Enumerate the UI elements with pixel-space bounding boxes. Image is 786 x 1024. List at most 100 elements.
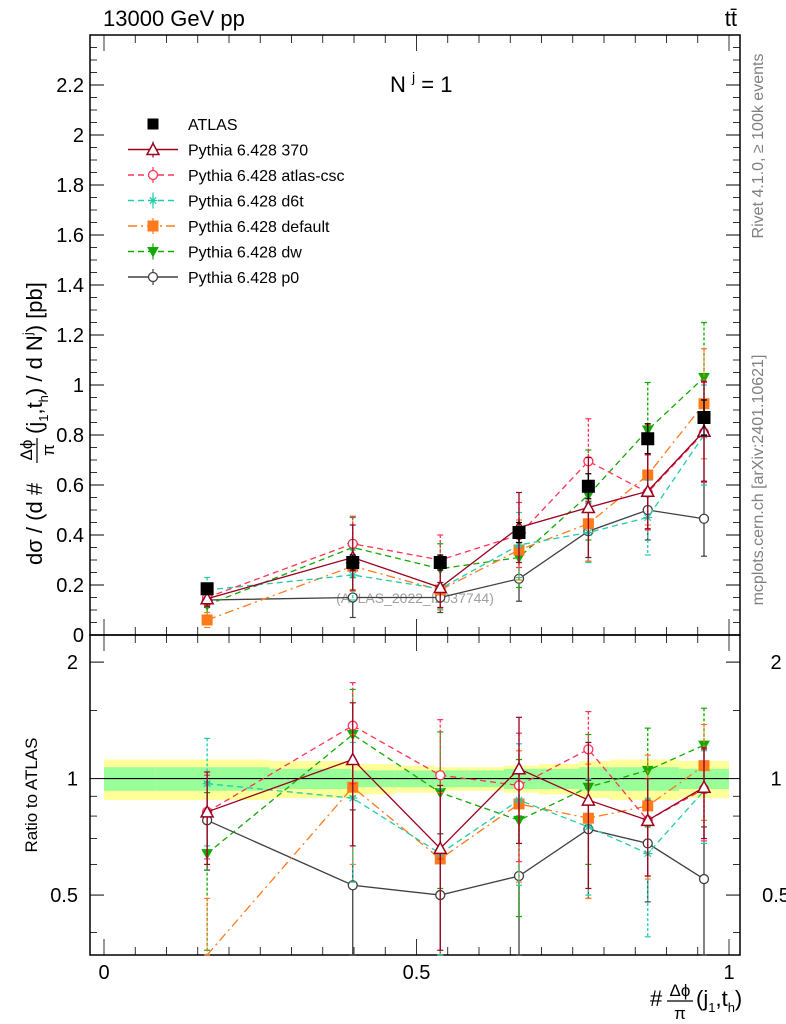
main-point-atlas — [433, 556, 447, 569]
ratio-y-tick-label: 2 — [67, 652, 78, 674]
main-series-p370 — [199, 380, 712, 609]
main-point-atlas — [581, 479, 595, 493]
main-point-p370 — [581, 499, 596, 514]
ratio-point-p0 — [347, 880, 358, 891]
ratio-line-p0 — [206, 819, 705, 896]
rivet-label: Rivet 4.1.0, ≥ 100k events — [750, 54, 767, 239]
main-point-atlas — [641, 432, 655, 446]
main-y-tick-label: 0.2 — [56, 575, 84, 597]
main-line-default — [206, 403, 705, 621]
energy-label: 13000 GeV pp — [103, 6, 245, 31]
main-axes: 0 0.2 0.4 0.6 0.8 1 1.2 1.4 1.6 1.8 2 2.2 — [56, 34, 740, 647]
legend-item-d6t: Pythia 6.428 d6t — [128, 192, 304, 211]
ratio-y-tick-label: 0.5 — [50, 885, 78, 907]
panel-title-main: N — [390, 72, 406, 97]
ratio-series-dw — [201, 688, 710, 951]
ratio-x-tick-label: 0 — [98, 962, 109, 984]
svg-text:π: π — [39, 444, 58, 456]
legend-label-d6t: Pythia 6.428 d6t — [188, 194, 304, 211]
xlabel-sub-h: h — [728, 1000, 735, 1015]
ratio-x-tick-label: 1 — [723, 962, 734, 984]
ylabel-prefix: dσ / (d # — [22, 482, 47, 565]
ratio-point-p370 — [640, 812, 656, 827]
main-point-dw — [698, 373, 710, 384]
ratio-series-p370 — [199, 702, 712, 951]
legend-label-atlascsc: Pythia 6.428 atlas-csc — [188, 168, 345, 185]
main-point-p0 — [698, 513, 710, 524]
ratio-plot-frame — [89, 634, 741, 956]
xlabel-close: ) — [735, 986, 742, 1011]
main-y-tick-label: 0 — [73, 625, 84, 647]
main-line-dw — [206, 377, 705, 606]
xlabel-args: (j — [696, 986, 708, 1011]
legend-label-default: Pythia 6.428 default — [188, 219, 330, 236]
ylabel-comma-t: ,t — [22, 402, 47, 414]
ratio-point-p0 — [698, 873, 710, 885]
process-label: tt̄ — [725, 6, 737, 31]
main-series — [199, 321, 712, 629]
main-y-tick-label: 0.8 — [56, 425, 84, 447]
x-axis-label: # Δϕ π (j1,th) — [650, 981, 742, 1023]
main-line-p370 — [206, 430, 705, 600]
ylabel-mid: ) / d N — [22, 335, 47, 395]
xlabel-hash: # — [650, 986, 663, 1011]
ratio-point-p370 — [696, 779, 712, 793]
main-point-p370 — [199, 591, 215, 605]
legend-marker-d6t — [148, 196, 158, 205]
legend-item-p0: Pythia 6.428 p0 — [128, 269, 299, 287]
ratio-point-p370 — [199, 804, 215, 818]
legend: ATLAS Pythia 6.428 370 Pythia 6.428 atlas-… — [128, 117, 345, 287]
ratio-point-atlascsc — [435, 770, 446, 781]
legend-label-p0: Pythia 6.428 p0 — [188, 270, 299, 287]
main-line-atlascsc — [206, 432, 705, 599]
main-y-tick-label: 2 — [73, 125, 84, 147]
xlabel-frac-den: π — [674, 1004, 686, 1023]
xlabel-comma-t: ,t — [715, 986, 727, 1011]
svg-text:(j1,th) / d Nj) [pb]: (j1,th) / d Nj) [pb] — [20, 282, 51, 434]
ylabel-args: (j — [22, 422, 47, 434]
ratio-series-p0 — [201, 779, 710, 956]
ratio-axes: 0 0.5 1 0.5 0.5 1 1 2 2 — [50, 635, 786, 984]
panel-title-suffix: = 1 — [421, 72, 452, 97]
main-y-tick-label: 1.4 — [56, 275, 84, 297]
panel-title: N j = 1 — [390, 62, 452, 97]
legend-marker-p370 — [145, 141, 161, 156]
main-y-tick-label: 0.4 — [56, 525, 84, 547]
main-point-atlas — [512, 526, 526, 539]
ratio-x-tick-label: 0.5 — [403, 962, 431, 984]
main-point-atlas — [697, 411, 711, 424]
main-series-default — [201, 348, 710, 629]
svg-text:Δϕ: Δϕ — [17, 440, 36, 461]
ratio-series — [199, 682, 712, 956]
main-point-atlas — [346, 556, 360, 569]
ratio-point-p370 — [511, 761, 527, 775]
main-series-atlas — [200, 399, 711, 596]
ylabel-sup-j: j — [20, 332, 35, 336]
xlabel-sub-1: 1 — [708, 1000, 715, 1015]
legend-marker-atlascsc — [147, 169, 159, 181]
main-y-tick-label: 1 — [73, 375, 84, 397]
svg-text:#: # — [650, 986, 663, 1011]
ylabel-sub-1: 1 — [36, 415, 51, 422]
ratio-y-tick-label: 1 — [67, 769, 78, 791]
main-y-tick-label: 1.6 — [56, 225, 84, 247]
main-y-axis-label: dσ / (d # Δϕ π (j1,th) / d Nj) [pb] — [17, 282, 58, 565]
star-stroke — [149, 196, 157, 205]
ratio-uncertainty-bands — [104, 759, 729, 801]
main-point-atlas — [200, 582, 214, 596]
main-y-tick-label: 0.6 — [56, 475, 84, 497]
legend-item-default: Pythia 6.428 default — [128, 218, 330, 236]
legend-label-dw: Pythia 6.428 dw — [188, 245, 302, 262]
ylabel-sub-h: h — [36, 395, 51, 402]
ratio-y-tick-label-right: 2 — [770, 652, 781, 674]
xlabel-frac-num: Δϕ — [670, 981, 691, 1000]
legend-item-dw: Pythia 6.428 dw — [128, 243, 302, 262]
svg-text:dσ / (d #: dσ / (d # — [22, 482, 47, 565]
ratio-point-p370 — [345, 751, 361, 766]
legend-marker-p0 — [147, 271, 159, 283]
main-y-tick-label: 1.8 — [56, 175, 84, 197]
ratio-point-p370 — [581, 792, 596, 806]
legend-marker-default — [147, 220, 159, 232]
main-point-p370 — [432, 579, 448, 594]
